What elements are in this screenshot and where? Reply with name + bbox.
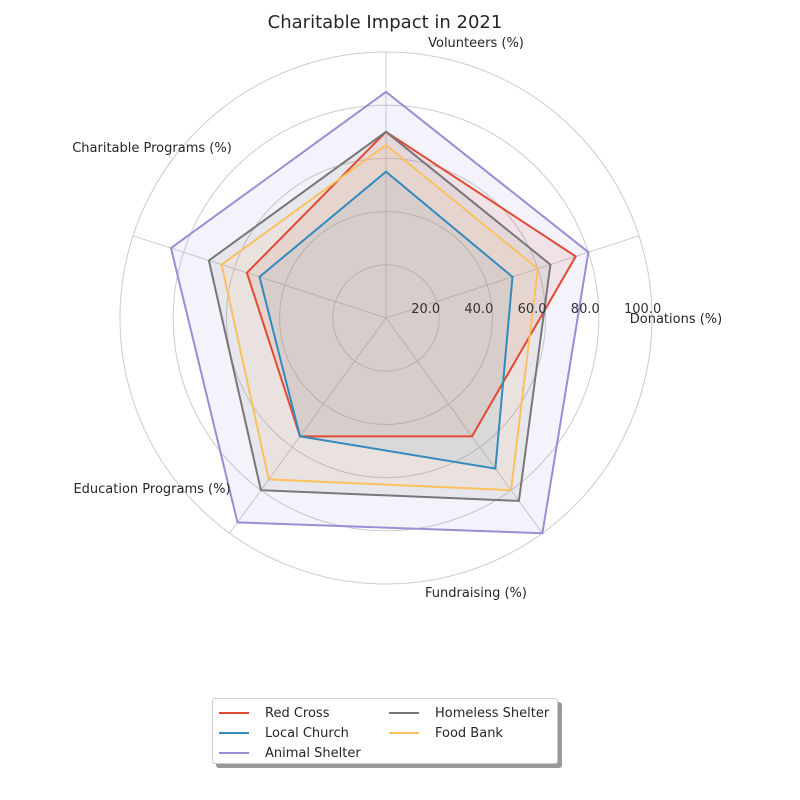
legend-swatch <box>219 732 249 734</box>
r-tick-label: 100.0 <box>624 302 661 317</box>
legend-label: Red Cross <box>265 705 330 721</box>
legend-item: Food Bank <box>389 723 503 743</box>
legend-item: Red Cross <box>219 703 329 723</box>
chart-title: Charitable Impact in 2021 <box>268 12 503 33</box>
spoke-line-5 <box>385 317 543 534</box>
chart-legend: Red Cross Local Church Animal Shelter Homel… <box>212 698 558 764</box>
legend-swatch <box>389 712 419 714</box>
series-line-3 <box>169 90 590 535</box>
r-tick-label: 20.0 <box>411 302 440 317</box>
radar-grid <box>119 51 653 585</box>
legend-swatch <box>219 712 249 714</box>
legend-swatch <box>219 752 249 754</box>
axis-label-3: Charitable Programs (%) <box>72 141 232 156</box>
legend-label: Animal Shelter <box>265 745 361 761</box>
legend-label: Food Bank <box>435 725 503 741</box>
axis-label-1: Donations (%) <box>630 312 722 327</box>
series-line-4 <box>207 130 552 502</box>
legend-item: Animal Shelter <box>219 743 361 763</box>
radar-series <box>169 90 590 535</box>
series-line-2 <box>258 170 514 470</box>
axis-label-4: Education Programs (%) <box>73 482 230 497</box>
series-fill-2 <box>259 171 513 469</box>
series-line-5 <box>220 143 539 492</box>
r-tick-label: 60.0 <box>518 302 547 317</box>
r-tick-label: 40.0 <box>464 302 493 317</box>
legend-label: Homeless Shelter <box>435 705 550 721</box>
r-tick-label: 80.0 <box>571 302 600 317</box>
legend-item: Homeless Shelter <box>389 703 549 723</box>
series-line-1 <box>245 130 578 438</box>
series-fill-1 <box>246 131 576 437</box>
axis-label-5: Fundraising (%) <box>425 586 527 601</box>
legend-swatch <box>389 732 419 734</box>
series-fill-3 <box>171 91 589 534</box>
legend-item: Local Church <box>219 723 349 743</box>
axis-label-2: Volunteers (%) <box>428 36 524 51</box>
legend-label: Local Church <box>265 725 349 741</box>
spoke-line-4 <box>229 317 387 534</box>
